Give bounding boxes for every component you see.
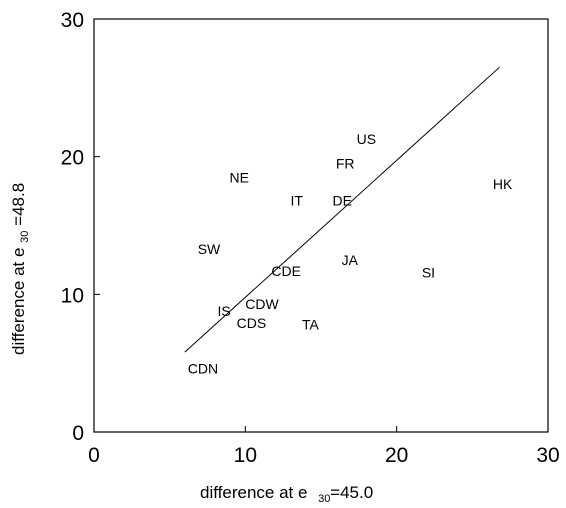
point-label-us: US bbox=[357, 131, 376, 147]
y-axis-label-prefix: difference at e bbox=[9, 248, 28, 355]
y-axis-label-suffix: =48.8 bbox=[9, 183, 28, 226]
point-label-cds: CDS bbox=[237, 315, 267, 331]
point-label-it: IT bbox=[291, 193, 304, 209]
x-tick-label: 30 bbox=[536, 444, 559, 467]
point-label-fr: FR bbox=[336, 156, 355, 172]
point-label-cdn: CDN bbox=[188, 361, 218, 377]
y-tick-label: 0 bbox=[72, 422, 84, 445]
fit-line bbox=[184, 66, 500, 353]
x-tick-label: 10 bbox=[234, 444, 257, 467]
x-axis-label: difference at e 30 =45.0 bbox=[200, 483, 373, 506]
point-label-is: IS bbox=[218, 303, 231, 319]
point-label-si: SI bbox=[422, 264, 435, 280]
y-tick-label: 10 bbox=[61, 284, 84, 307]
point-label-sw: SW bbox=[198, 241, 221, 257]
tick-labels: 0 10 20 30 0 10 20 30 bbox=[61, 9, 560, 467]
x-tick-label: 20 bbox=[385, 444, 408, 467]
y-axis-label: difference at e 30 =48.8 bbox=[9, 183, 32, 355]
point-label-ja: JA bbox=[342, 252, 359, 268]
point-label-ta: TA bbox=[302, 317, 320, 333]
point-label-cdw: CDW bbox=[245, 296, 279, 312]
point-label-cde: CDE bbox=[271, 263, 301, 279]
point-label-ne: NE bbox=[230, 169, 249, 185]
point-label-de: DE bbox=[332, 193, 351, 209]
x-axis-label-prefix: difference at e bbox=[200, 483, 307, 502]
x-tick-label: 0 bbox=[88, 444, 100, 467]
y-tick-label: 30 bbox=[61, 9, 84, 32]
point-label-hk: HK bbox=[493, 176, 513, 192]
y-tick-label: 20 bbox=[61, 147, 84, 170]
plot-frame bbox=[93, 18, 549, 433]
axis-ticks bbox=[93, 18, 549, 433]
y-axis-label-subscript: 30 bbox=[19, 231, 31, 243]
x-axis-label-subscript: 30 bbox=[318, 493, 330, 505]
x-axis-label-suffix: =45.0 bbox=[330, 483, 373, 502]
